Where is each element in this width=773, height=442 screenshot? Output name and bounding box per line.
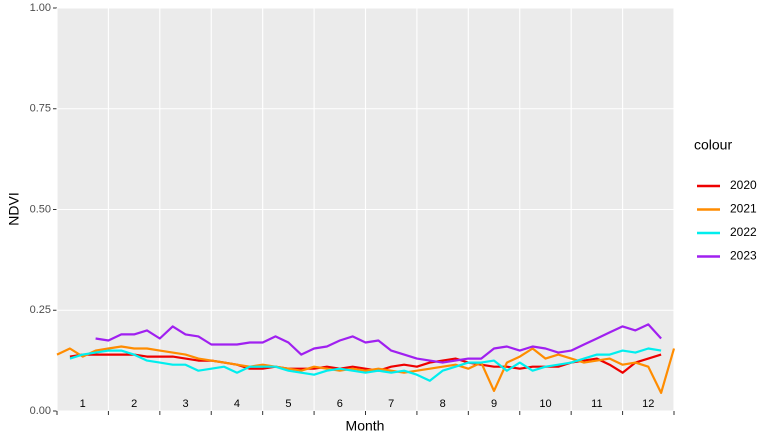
- legend-label: 2020: [730, 178, 757, 192]
- y-tick-label: 0.25: [30, 304, 51, 316]
- x-tick-label: 1: [80, 398, 86, 410]
- x-tick-label: 2: [131, 398, 137, 410]
- x-tick-label: 5: [285, 398, 291, 410]
- x-tick-label: 3: [182, 398, 188, 410]
- y-tick-label: 0.75: [30, 103, 51, 115]
- legend-label: 2023: [730, 249, 757, 263]
- legend-label: 2022: [730, 225, 757, 239]
- legend-label: 2021: [730, 202, 757, 216]
- y-tick-label: 1.00: [30, 2, 51, 14]
- x-tick-label: 8: [440, 398, 446, 410]
- series-line: [95, 323, 662, 364]
- x-axis-title: Month: [346, 418, 385, 434]
- x-tick-label: 10: [539, 398, 551, 410]
- x-tick-label: 6: [337, 398, 343, 410]
- y-axis-title: NDVI: [6, 192, 22, 225]
- series-line: [69, 347, 662, 382]
- series-line: [69, 353, 662, 374]
- x-tick-label: 11: [591, 398, 602, 410]
- x-tick-label: 4: [234, 398, 240, 410]
- legend-title: colour: [694, 137, 732, 153]
- x-tick-label: 9: [491, 398, 497, 410]
- x-tick-label: 7: [388, 398, 394, 410]
- y-tick-label: 0.50: [30, 203, 51, 215]
- series-line: [56, 345, 676, 394]
- y-tick-label: 0.00: [30, 405, 51, 417]
- x-tick-label: 12: [642, 398, 654, 410]
